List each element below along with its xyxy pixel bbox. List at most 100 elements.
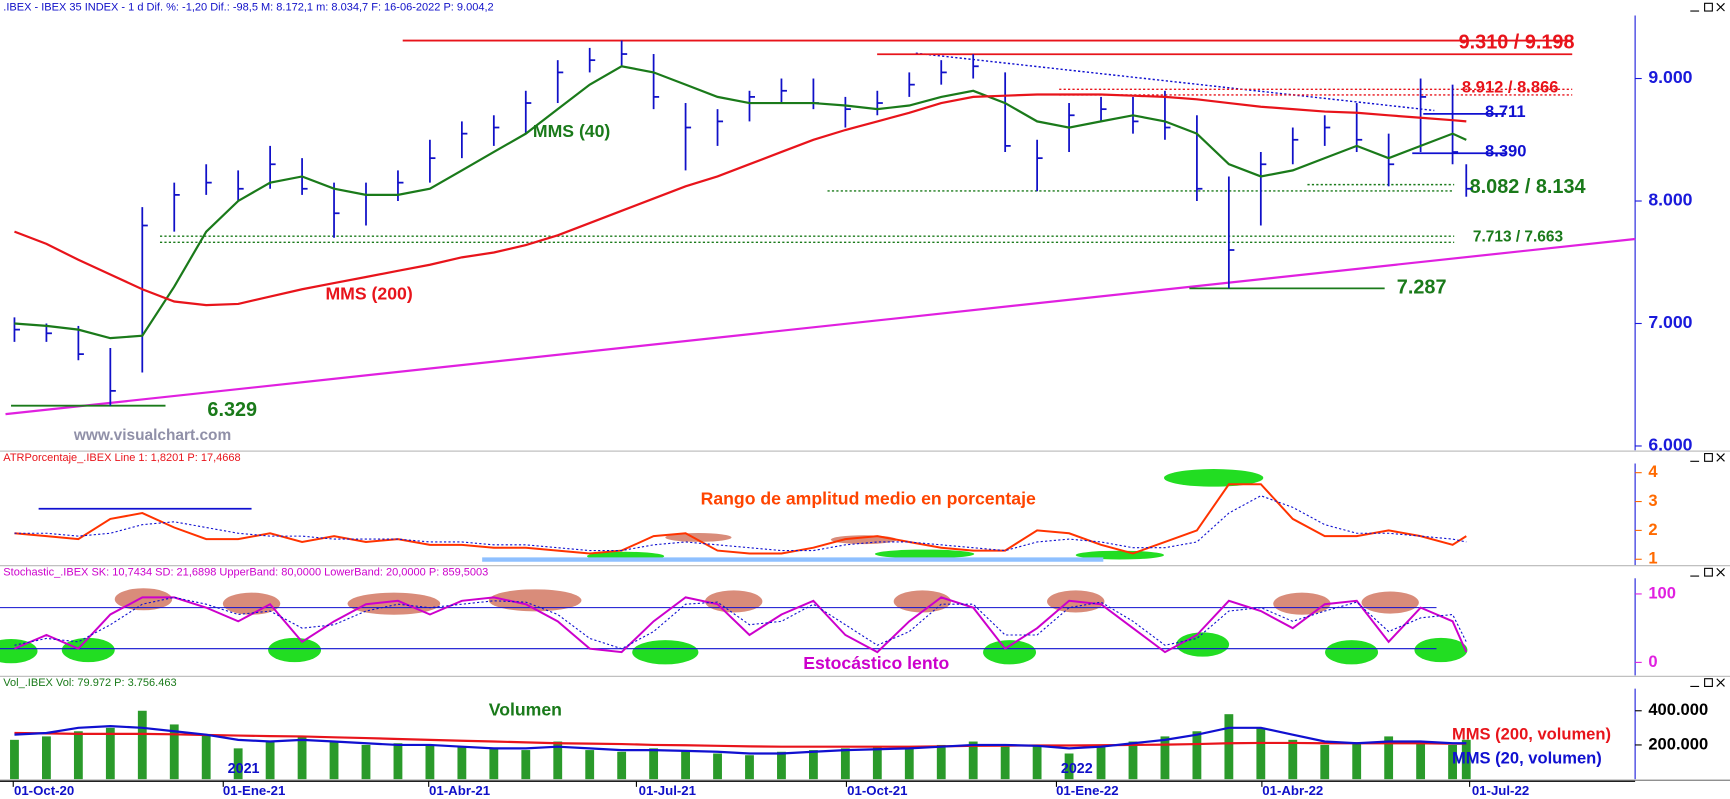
- volume-bar: [1192, 731, 1202, 780]
- window-max-icon: [1704, 453, 1713, 462]
- volume-bar: [1448, 744, 1457, 780]
- oversold-zone: [983, 640, 1037, 665]
- volume-bar: [73, 731, 83, 780]
- volume-bar: [840, 748, 850, 780]
- overbought-zone: [893, 590, 952, 613]
- volume-bar: [169, 724, 179, 780]
- y-tick-label: 200.000: [1648, 734, 1708, 753]
- volume-bar: [808, 750, 818, 780]
- x-tick-label: 01-Abr-22: [1262, 783, 1323, 798]
- overbought-zone: [1273, 592, 1331, 615]
- oversold-zone: [268, 637, 322, 663]
- volume-bar: [1128, 741, 1138, 780]
- year-label: 2022: [1061, 761, 1093, 777]
- overbought-zone: [222, 592, 281, 615]
- oversold-zone: [61, 637, 115, 663]
- series-line: [14, 495, 1467, 552]
- highlight: [665, 533, 732, 542]
- volume-bar: [904, 748, 914, 780]
- series-line: [14, 65, 1467, 340]
- x-tick-label: 01-Oct-21: [847, 783, 907, 798]
- x-tick-label: 01-Oct-20: [14, 783, 74, 798]
- overbought-zone: [1361, 591, 1419, 614]
- watermark: www.visualchart.com: [73, 427, 231, 444]
- panel-header: Vol_.IBEX Vol: 79.972 P: 3.756.463: [3, 677, 176, 689]
- level-label: 8.390: [1485, 142, 1526, 161]
- volume-bar: [1160, 736, 1170, 780]
- panel-header-bg: [0, 676, 1730, 689]
- volume-bar: [1064, 753, 1074, 780]
- oversold-zone: [632, 640, 699, 665]
- series-line: [14, 731, 1467, 748]
- window-max-icon: [1704, 678, 1713, 687]
- level-label: 9.310 / 9.198: [1459, 31, 1575, 53]
- level-label: 8.711: [1485, 102, 1525, 121]
- oversold-zone: [1325, 640, 1379, 665]
- overbought-zone: [705, 590, 763, 613]
- volume-bar: [585, 750, 595, 780]
- x-tick-label: 01-Jul-22: [1472, 783, 1529, 798]
- panel-header: .IBEX - IBEX 35 INDEX - 1 d Dif. %: -1,2…: [3, 2, 493, 14]
- overbought-zone: [347, 592, 441, 615]
- volume-bar: [1352, 743, 1362, 780]
- volume-bar: [1416, 741, 1426, 780]
- series-label: MMS (200): [325, 283, 412, 303]
- y-tick-label: 2: [1648, 520, 1657, 539]
- volume-bar: [137, 710, 147, 780]
- volume-bar: [968, 741, 978, 780]
- y-tick-label: 9.000: [1648, 67, 1692, 87]
- window-close-icon: [1716, 453, 1725, 462]
- series-line: [14, 725, 1467, 755]
- volume-bar: [1288, 739, 1298, 780]
- volume-bar: [233, 748, 243, 780]
- y-tick-label: 0: [1648, 652, 1657, 671]
- volume-bar: [10, 739, 19, 780]
- volume-bar: [457, 746, 467, 780]
- level-label: 7.713 / 7.663: [1473, 228, 1564, 245]
- series-line: [14, 93, 1467, 307]
- level-label: 8.082 / 8.134: [1470, 176, 1586, 198]
- volume-bar: [297, 736, 307, 780]
- y-tick-label: 400.000: [1648, 700, 1708, 719]
- volume-bar: [425, 744, 435, 780]
- y-tick-label: 6.000: [1648, 435, 1692, 455]
- y-tick-label: 4: [1648, 462, 1658, 481]
- volume-bar: [553, 741, 563, 780]
- window-max-icon: [1704, 567, 1713, 577]
- panel-annotation: Estocástico lento: [803, 653, 949, 673]
- trend-line: [5, 237, 1636, 416]
- series-label: MMS (20, volumen): [1452, 749, 1602, 768]
- y-tick-label: 3: [1648, 491, 1657, 510]
- volume-bar: [617, 751, 627, 780]
- volume-bar: [936, 744, 946, 780]
- panel-header: Stochastic_.IBEX SK: 10,7434 SD: 21,6898…: [3, 567, 488, 579]
- oversold-zone: [1176, 632, 1230, 657]
- volume-bar: [361, 744, 371, 780]
- series-label: MMS (200, volumen): [1452, 724, 1611, 743]
- volume-bar: [1256, 727, 1266, 780]
- panel-header-bg: [0, 451, 1730, 464]
- y-tick-label: 8.000: [1648, 190, 1692, 210]
- volume-bar: [329, 741, 339, 780]
- volume-bar: [745, 755, 754, 780]
- volume-bar: [1461, 739, 1471, 780]
- series-line: [14, 596, 1468, 654]
- volume-bar: [777, 751, 786, 780]
- level-label: 6.329: [207, 399, 257, 421]
- volume-bar: [521, 750, 531, 780]
- series-label: MMS (40): [533, 121, 610, 141]
- series-line: [14, 596, 1467, 650]
- oversold-zone: [0, 638, 38, 664]
- x-tick-label: 01-Abr-21: [429, 783, 490, 798]
- volume-bar: [201, 734, 211, 780]
- panel-header: ATRPorcentaje_.IBEX Line 1: 1,8201 P: 17…: [3, 452, 240, 464]
- level-label: 7.287: [1397, 276, 1447, 298]
- x-tick-label: 01-Ene-22: [1056, 783, 1119, 798]
- panel-annotation: Volumen: [489, 699, 562, 719]
- panel-header-bg: [0, 566, 1730, 579]
- volume-bar: [649, 748, 659, 780]
- y-tick-label: 7.000: [1648, 312, 1692, 332]
- volume-bar: [105, 727, 115, 780]
